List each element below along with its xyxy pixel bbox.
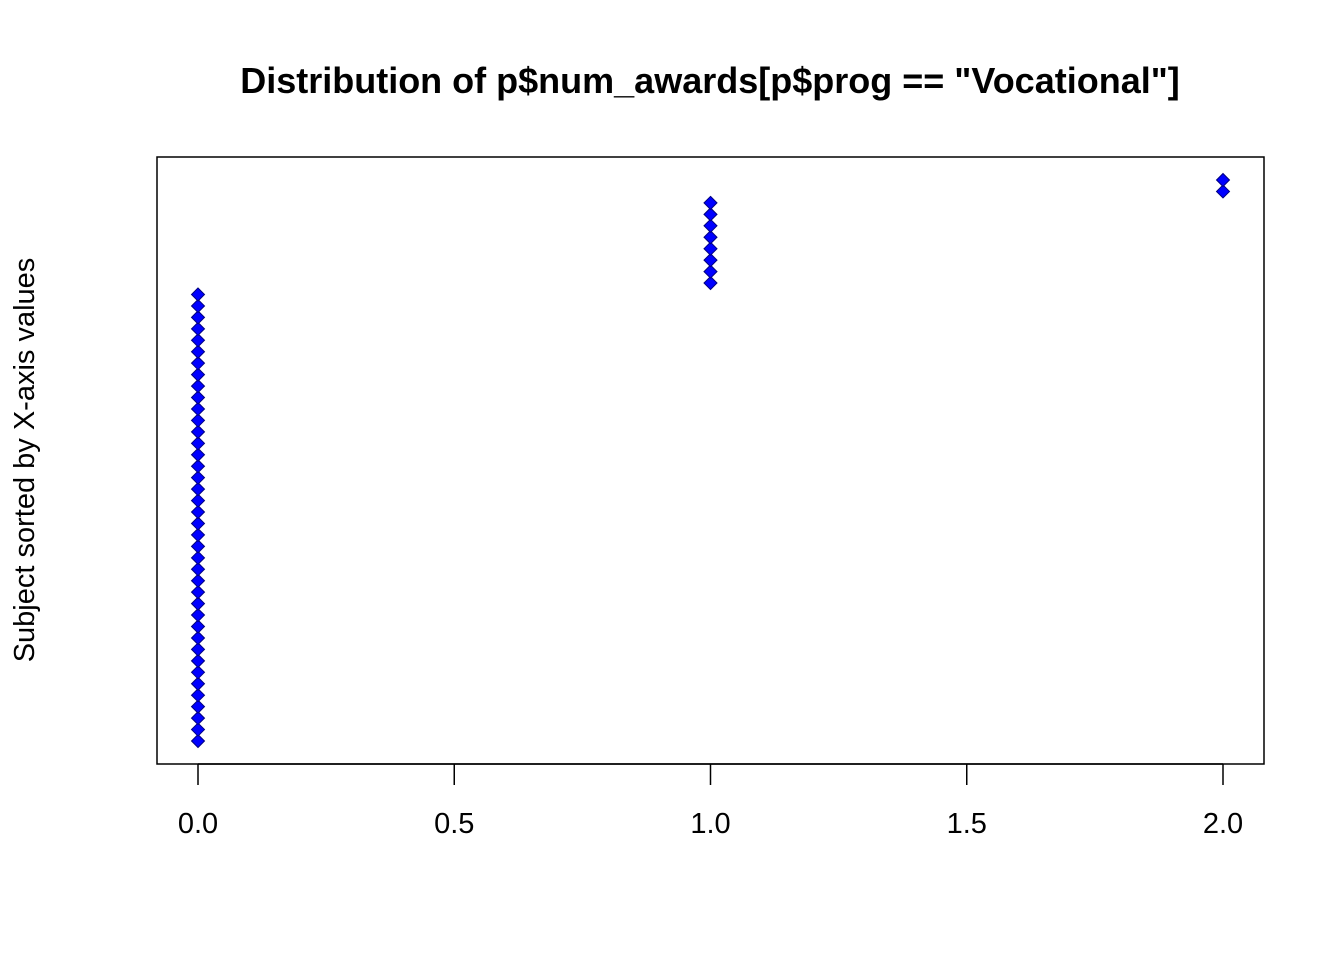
data-point xyxy=(190,687,206,703)
data-point xyxy=(190,310,206,325)
data-point xyxy=(190,470,206,485)
data-point xyxy=(190,653,206,669)
data-point xyxy=(190,504,206,520)
data-point xyxy=(190,298,206,314)
x-tick-label: 0.5 xyxy=(434,808,474,840)
data-point xyxy=(190,333,206,348)
data-point xyxy=(703,275,718,291)
data-point xyxy=(190,562,206,577)
data-point xyxy=(190,436,206,451)
x-tick-label: 2.0 xyxy=(1203,808,1243,840)
data-point xyxy=(190,584,206,600)
data-point xyxy=(703,264,718,279)
data-point xyxy=(190,390,206,405)
data-point xyxy=(190,367,206,382)
data-point xyxy=(190,630,206,646)
data-point xyxy=(190,378,206,394)
data-point xyxy=(190,481,206,497)
data-point xyxy=(190,527,206,543)
data-point xyxy=(190,699,206,714)
data-point xyxy=(190,665,206,680)
data-point xyxy=(190,516,206,531)
data-point xyxy=(190,710,206,726)
data-point xyxy=(190,493,206,508)
x-axis: 0.0 0.5 1.0 1.5 2.0 xyxy=(178,763,1243,840)
y-axis-label: Subject sorted by X-axis values xyxy=(9,258,41,663)
data-point xyxy=(190,539,206,554)
data-point xyxy=(190,321,206,337)
data-point xyxy=(190,424,206,440)
x-tick-label: 0.0 xyxy=(178,808,218,840)
data-point xyxy=(190,459,206,474)
data-point xyxy=(190,733,206,749)
data-point xyxy=(703,195,718,211)
data-point xyxy=(190,355,206,371)
data-point xyxy=(1215,172,1231,188)
data-point xyxy=(190,619,206,634)
data-point xyxy=(190,607,206,623)
data-point xyxy=(190,447,206,462)
data-point xyxy=(190,676,206,691)
x-tick-label: 1.0 xyxy=(690,808,730,840)
data-point xyxy=(703,230,718,245)
data-point xyxy=(190,642,206,657)
data-point xyxy=(190,413,206,428)
x-tick-label: 1.5 xyxy=(947,808,987,840)
data-point xyxy=(190,287,206,302)
data-point xyxy=(190,573,206,588)
data-point xyxy=(190,401,206,417)
data-point xyxy=(703,218,718,234)
data-point xyxy=(190,550,206,566)
data-point xyxy=(190,722,206,737)
chart-title: Distribution of p$num_awards[p$prog == "… xyxy=(240,60,1180,101)
data-point xyxy=(190,344,206,359)
data-point xyxy=(1215,184,1231,199)
data-point xyxy=(703,241,718,256)
data-point xyxy=(190,596,206,611)
data-points xyxy=(190,172,1231,749)
data-point xyxy=(703,207,718,222)
data-point xyxy=(703,252,718,268)
